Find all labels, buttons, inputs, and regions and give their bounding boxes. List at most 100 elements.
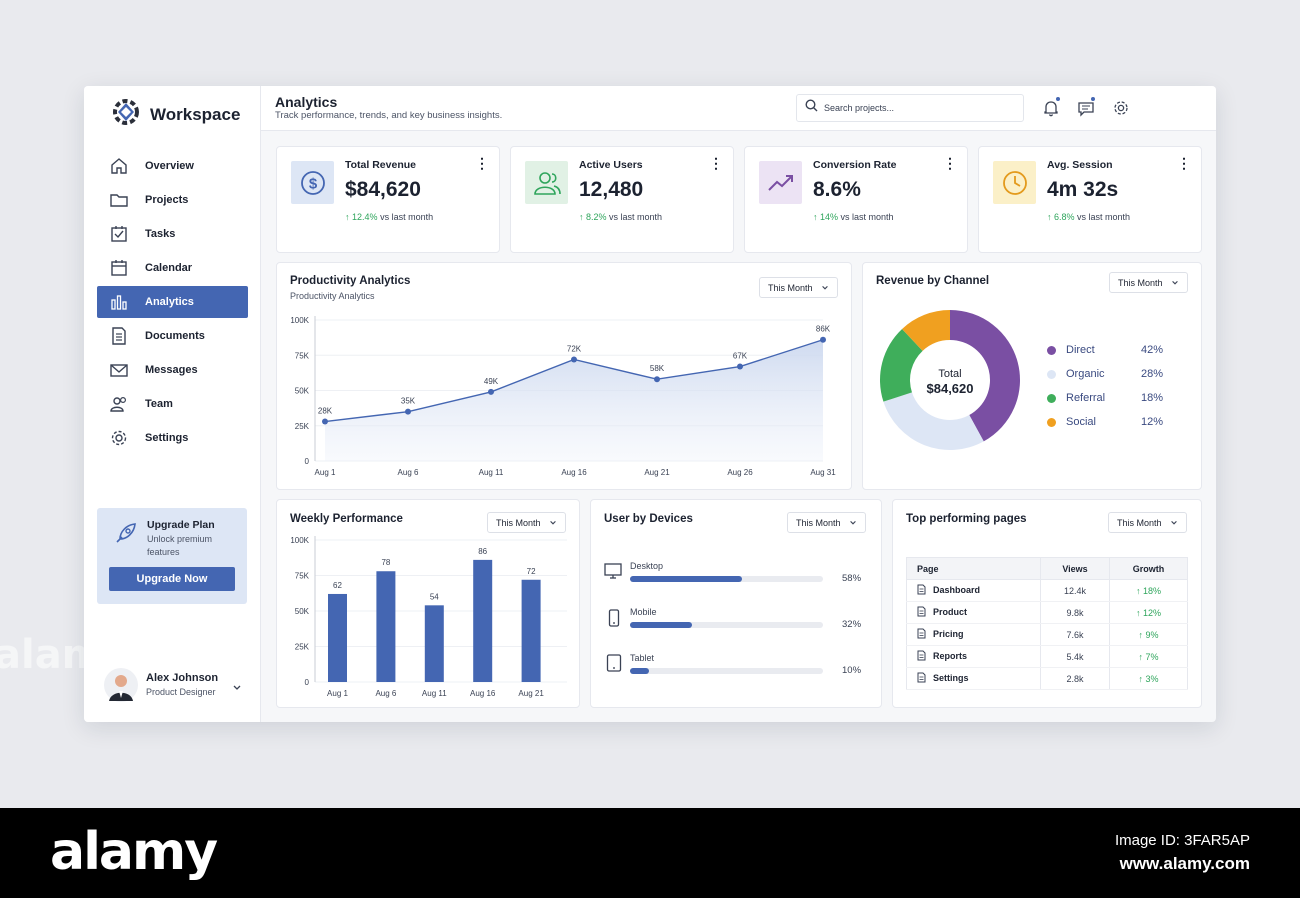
calendar-icon (109, 258, 129, 278)
period-dropdown[interactable]: This Month (1108, 512, 1187, 533)
donut-slice (880, 328, 923, 402)
bar (424, 605, 444, 682)
arrow-up-icon: ↑ (1047, 212, 1055, 222)
y-tick-label: 100K (290, 316, 309, 325)
sidebar-item-messages[interactable]: Messages (97, 354, 248, 386)
sidebar-item-tasks[interactable]: Tasks (97, 218, 248, 250)
data-label: 78 (381, 558, 390, 567)
column-header-views[interactable]: Views (1040, 557, 1110, 580)
kpi-card-avg-session: Avg. Session 4m 32s ↑ 6.8% vs last month… (978, 146, 1202, 253)
sidebar-item-team[interactable]: Team (97, 388, 248, 420)
data-point (488, 388, 494, 395)
page-name: Pricing (933, 628, 964, 639)
chevron-down-icon (549, 520, 556, 525)
progress-track (630, 668, 823, 674)
table-row[interactable]: Dashboard 12.4k ↑ 18% (906, 579, 1188, 602)
y-tick-label: 25K (295, 422, 310, 431)
period-dropdown[interactable]: This Month (487, 512, 566, 533)
growth-cell: ↑ 9% (1109, 623, 1188, 646)
upgrade-now-button[interactable]: Upgrade Now (109, 567, 235, 591)
more-vertical-icon[interactable]: ⋮ (1177, 155, 1191, 171)
x-tick-label: Aug 1 (327, 689, 348, 698)
legend-label: Organic (1066, 368, 1105, 380)
device-name: Mobile (630, 607, 657, 617)
y-tick-label: 50K (295, 387, 310, 396)
table-row[interactable]: Product 9.8k ↑ 12% (906, 601, 1188, 624)
bar-chart-icon (109, 292, 129, 312)
progress-track (630, 576, 823, 582)
legend-item: Direct 42% (1047, 344, 1163, 356)
kpi-delta-value: 8.2% (586, 212, 607, 222)
more-vertical-icon[interactable]: ⋮ (943, 155, 957, 171)
kpi-card-active-users: Active Users 12,480 ↑ 8.2% vs last month… (510, 146, 734, 253)
x-tick-label: Aug 26 (727, 468, 753, 477)
legend-percent: 42% (1141, 344, 1164, 356)
table-row[interactable]: Settings 2.8k ↑ 3% (906, 667, 1188, 690)
card-title: Weekly Performance (290, 513, 403, 525)
sidebar-item-projects[interactable]: Projects (97, 184, 248, 216)
search-input[interactable] (824, 103, 1014, 113)
sidebar-nav: Overview Projects Tasks Calendar Analyti… (97, 150, 248, 456)
data-label: 67K (733, 352, 748, 361)
arrow-up-icon: ↑ (1138, 651, 1146, 662)
device-row-desktop: Desktop 58% (604, 561, 864, 597)
arrow-up-icon: ↑ (1138, 629, 1146, 640)
area-fill (325, 339, 823, 461)
kpi-delta-value: 14% (820, 212, 839, 222)
kpi-delta-note: vs last month (380, 212, 434, 222)
productivity-analytics-card: Productivity Analytics Productivity Anal… (276, 262, 852, 490)
card-title: Revenue by Channel (876, 275, 990, 287)
sidebar-item-calendar[interactable]: Calendar (97, 252, 248, 284)
page-name: Reports (933, 650, 968, 661)
table-row[interactable]: Reports 5.4k ↑ 7% (906, 645, 1188, 668)
more-vertical-icon[interactable]: ⋮ (709, 155, 723, 171)
period-dropdown[interactable]: This Month (759, 277, 838, 298)
x-tick-label: Aug 1 (315, 468, 336, 477)
legend-swatch (1047, 345, 1056, 355)
growth-cell: ↑ 18% (1109, 579, 1188, 602)
brand[interactable]: Workspace (110, 96, 240, 133)
dropdown-label: This Month (1117, 517, 1162, 528)
x-tick-label: Aug 6 (375, 689, 396, 698)
more-vertical-icon[interactable]: ⋮ (475, 155, 489, 171)
revenue-by-channel-card: Revenue by Channel This Month Total $84,6… (862, 262, 1202, 490)
image-url: www.alamy.com (1119, 854, 1250, 873)
chat-icon[interactable] (1077, 96, 1096, 117)
legend-label: Social (1066, 416, 1096, 428)
sidebar-item-settings[interactable]: Settings (97, 422, 248, 454)
upgrade-card: Upgrade Plan Unlock premium features Upg… (97, 508, 247, 604)
clock-icon (993, 161, 1036, 204)
period-dropdown[interactable]: This Month (787, 512, 866, 533)
donut-slice (950, 310, 1020, 442)
legend-label: Direct (1066, 344, 1095, 356)
device-name: Desktop (630, 561, 664, 571)
sidebar-item-analytics[interactable]: Analytics (97, 286, 248, 318)
chevron-down-icon[interactable] (232, 680, 242, 698)
document-icon (109, 326, 129, 346)
donut-center-value: $84,620 (927, 381, 974, 396)
card-title: Top performing pages (906, 513, 1027, 525)
x-tick-label: Aug 21 (518, 689, 544, 698)
page-name: Settings (933, 672, 969, 683)
x-tick-label: Aug 21 (644, 468, 670, 477)
sidebar-item-documents[interactable]: Documents (97, 320, 248, 352)
kpi-value: 12,480 (579, 178, 644, 201)
growth-cell: ↑ 3% (1109, 667, 1188, 690)
kpi-delta: ↑ 14% vs last month (813, 212, 894, 222)
column-header-page[interactable]: Page (906, 557, 1041, 580)
column-header-growth[interactable]: Growth (1109, 557, 1188, 580)
data-point (820, 336, 826, 343)
period-dropdown[interactable]: This Month (1109, 272, 1188, 293)
settings-gear-icon[interactable] (1112, 99, 1130, 117)
chevron-down-icon (849, 520, 856, 525)
progress-fill (630, 622, 692, 628)
dollar-icon: $ (291, 161, 334, 204)
sidebar-item-overview[interactable]: Overview (97, 150, 248, 182)
sidebar-item-label: Tasks (145, 228, 176, 240)
bar (328, 593, 347, 682)
user-profile[interactable]: Alex Johnson Product Designer (104, 668, 254, 704)
table-row[interactable]: Pricing 7.6k ↑ 9% (906, 623, 1188, 646)
bell-icon[interactable] (1042, 96, 1061, 117)
kpi-card-conversion-rate: Conversion Rate 8.6% ↑ 14% vs last month… (744, 146, 968, 253)
x-tick-label: Aug 16 (470, 689, 496, 698)
